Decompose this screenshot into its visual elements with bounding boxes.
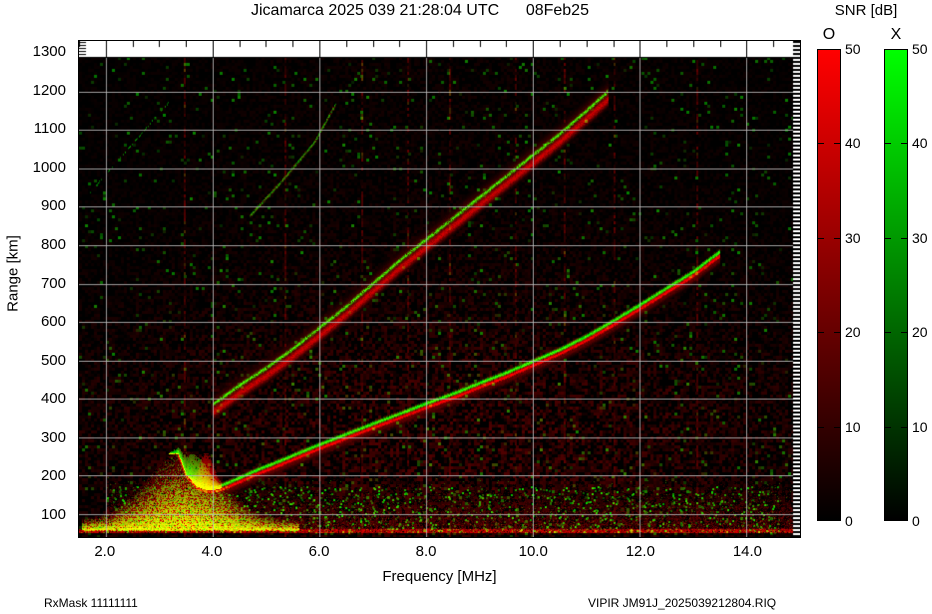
- x-tick-label: 14.0: [732, 543, 763, 560]
- colorbar-tick-label: 20: [912, 324, 928, 341]
- y-tick-label: 400: [40, 390, 66, 408]
- colorbar-tick-label: 50: [912, 41, 928, 57]
- y-tick-label: 800: [40, 235, 66, 253]
- colorbar-x-letter: X: [890, 26, 902, 43]
- y-tick-label: 600: [40, 313, 66, 331]
- source-file-label: VIPIR JM91J_2025039212804.RIQ: [588, 596, 777, 610]
- y-tick-label: 1100: [33, 120, 66, 138]
- colorbar-tick-label: 10: [845, 418, 861, 435]
- colorbar-tick-label: 50: [845, 41, 861, 57]
- y-tick-label: 1300: [32, 43, 66, 61]
- colorbar-o-gradient[interactable]: [817, 49, 841, 521]
- colorbar-tick-label: 30: [912, 229, 928, 246]
- y-tick-label: 900: [40, 197, 66, 215]
- x-tick-label: 4.0: [201, 543, 223, 560]
- colorbar-tick: [885, 237, 891, 239]
- colorbar-title: SNR [dB]: [834, 2, 898, 19]
- ionogram-plot[interactable]: [78, 40, 801, 538]
- colorbar-tick: [901, 237, 907, 239]
- colorbar-tick: [834, 426, 840, 428]
- x-axis: 2.0 4.0 6.0 8.0 10.0 12.0 14.0: [0, 543, 932, 563]
- colorbar-tick: [834, 143, 840, 145]
- colorbar-o-group: O: [817, 0, 887, 540]
- x-axis-title: Frequency [MHz]: [382, 568, 497, 585]
- colorbar-tick-label: 40: [912, 135, 928, 152]
- x-tick-label: 8.0: [415, 543, 437, 560]
- colorbar-tick: [901, 332, 907, 334]
- y-tick-label: 1000: [32, 158, 66, 176]
- x-tick-label: 12.0: [625, 543, 655, 560]
- colorbar-tick-label: 30: [845, 229, 861, 246]
- y-tick-label: 1200: [32, 81, 66, 99]
- y-tick-label: 500: [40, 351, 66, 369]
- colorbar-tick: [818, 332, 824, 334]
- colorbar-tick: [818, 426, 824, 428]
- y-tick-label: 300: [40, 428, 66, 446]
- colorbar-tick: [834, 332, 840, 334]
- colorbar-tick-label: 10: [912, 418, 928, 435]
- y-axis-title: Range [km]: [4, 235, 22, 312]
- x-tick-label: 2.0: [94, 543, 116, 560]
- y-tick-label: 700: [40, 274, 66, 292]
- colorbar-tick: [901, 426, 907, 428]
- rxmask-label: RxMask 11111111: [44, 596, 138, 610]
- colorbar-tick-label: 40: [845, 135, 861, 152]
- colorbar-x-group: X: [884, 0, 932, 540]
- colorbar-tick-label: 0: [912, 513, 920, 529]
- x-tick-label: 6.0: [308, 543, 330, 560]
- colorbar-tick-label: 0: [845, 513, 853, 529]
- colorbar-o-letter: O: [822, 26, 836, 43]
- colorbar-tick: [885, 426, 891, 428]
- colorbar-x-gradient[interactable]: [884, 49, 908, 521]
- y-tick-label: 100: [40, 505, 66, 523]
- colorbar-tick: [885, 332, 891, 334]
- colorbar-x-ticks: [884, 49, 908, 521]
- page-title: Jicamarca 2025 039 21:28:04 UTC 08Feb25: [251, 2, 589, 19]
- y-axis: 1300 1200 1100 1000 900 800 700 600 500 400 300 200…: [0, 40, 72, 538]
- colorbar-tick: [818, 237, 824, 239]
- ionogram-canvas: [79, 41, 800, 537]
- y-tick-label: 200: [40, 467, 66, 485]
- colorbar-tick-label: 20: [845, 324, 861, 341]
- colorbar-tick: [818, 143, 824, 145]
- colorbar-o-ticks: [817, 49, 841, 521]
- colorbar-tick: [885, 143, 891, 145]
- x-tick-label: 10.0: [518, 543, 548, 560]
- colorbar-tick: [901, 143, 907, 145]
- colorbar-tick: [834, 237, 840, 239]
